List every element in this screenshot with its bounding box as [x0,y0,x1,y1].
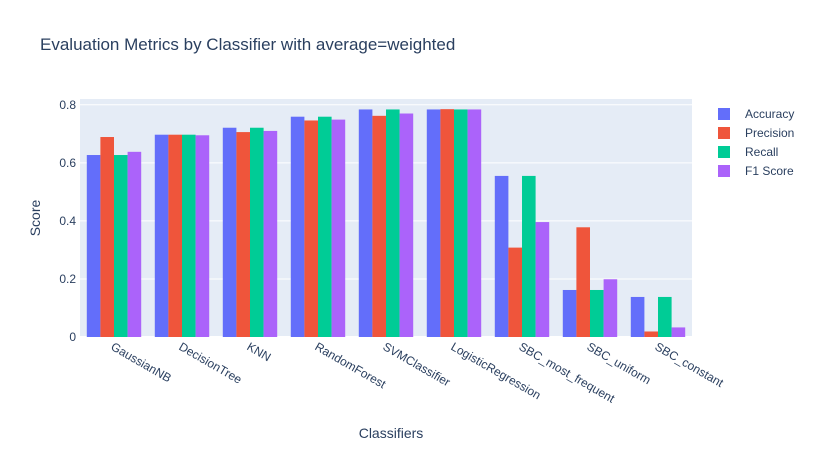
bar-recall[interactable] [182,134,196,337]
legend-swatch [718,146,730,158]
bar-precision[interactable] [508,247,522,337]
bar-precision[interactable] [372,115,386,338]
bar-accuracy[interactable] [630,296,645,337]
bar-f1-score[interactable] [671,327,686,337]
bar-recall[interactable] [250,127,264,337]
x-tick-labels: GaussianNB DecisionTree KNN RandomForestSVM… [109,339,727,405]
bar-recall[interactable] [386,109,400,337]
bar-precision[interactable] [644,331,658,337]
y-tick-labels: 0 0.2 0.4 0.6 0.8 [59,98,76,344]
x-tick-label: SVMClassifier [381,339,453,389]
bar-accuracy[interactable] [494,175,509,337]
legend-item[interactable]: Precision [718,126,794,140]
bar-accuracy[interactable] [426,109,441,337]
x-tick-label: RandomForest [313,339,389,391]
bar-accuracy[interactable] [154,134,169,337]
bar-f1-score[interactable] [603,279,618,337]
y-axis-title: Score [27,200,43,237]
y-tick-label: 0.4 [59,214,76,228]
bar-f1-score[interactable] [467,109,482,337]
bar-recall[interactable] [114,155,128,337]
x-tick-label: SBC_constant [653,339,727,390]
legend-item[interactable]: Accuracy [718,107,794,121]
bars[interactable] [86,109,686,338]
y-tick-label: 0 [69,330,76,344]
legend-swatch [718,165,730,177]
bar-f1-score[interactable] [331,119,346,337]
legend-label: Accuracy [745,107,794,121]
bar-precision[interactable] [576,227,590,337]
legend-label: Recall [745,145,778,159]
legend-swatch [718,127,730,139]
legend-item[interactable]: F1 Score [718,164,794,178]
y-tick-label: 0.2 [59,272,76,286]
legend-label: Precision [745,126,794,140]
bar-accuracy[interactable] [290,116,305,337]
bar-precision[interactable] [304,120,318,337]
legend-label: F1 Score [745,164,794,178]
bar-accuracy[interactable] [222,127,237,337]
bar-accuracy[interactable] [562,289,577,337]
bar-precision[interactable] [168,134,182,337]
bar-f1-score[interactable] [535,222,550,337]
bar-f1-score[interactable] [195,135,210,337]
y-tick-label: 0.8 [59,98,76,112]
legend-item[interactable]: Recall [718,145,778,159]
x-tick-label: KNN [245,339,274,364]
bar-f1-score[interactable] [399,113,414,337]
legend[interactable]: Accuracy Precision Recall F1 Score [718,107,794,178]
bar-accuracy[interactable] [358,109,373,337]
x-axis-title: Classifiers [359,425,424,441]
bar-precision[interactable] [440,109,454,337]
bar-f1-score[interactable] [127,151,142,337]
legend-swatch [718,108,730,120]
bar-recall[interactable] [522,175,536,337]
bar-precision[interactable] [236,132,250,337]
bar-recall[interactable] [590,289,604,337]
chart-title: Evaluation Metrics by Classifier with av… [40,35,455,54]
bar-recall[interactable] [318,116,332,337]
x-tick-label: GaussianNB [109,339,174,385]
bar-recall[interactable] [658,296,672,337]
bar-accuracy[interactable] [86,155,101,337]
y-tick-label: 0.6 [59,156,76,170]
bar-precision[interactable] [100,137,114,337]
x-tick-label: DecisionTree [177,339,245,386]
bar-f1-score[interactable] [263,130,278,337]
bar-recall[interactable] [454,109,468,337]
